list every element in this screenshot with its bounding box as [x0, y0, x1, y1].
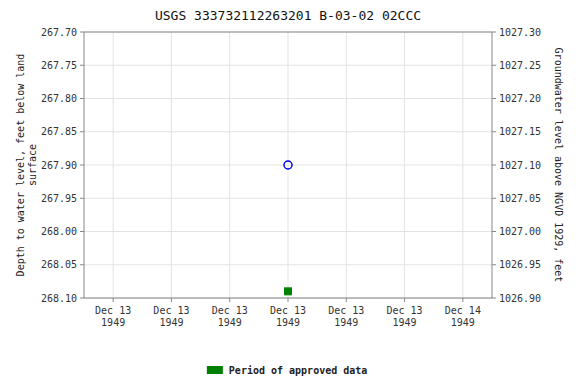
chart: 267.70 267.75 267.80 267.85 267.90 267.95 268.…	[0, 0, 576, 384]
grid-line	[171, 32, 172, 298]
tick	[492, 198, 496, 199]
tick-label-line: 1949	[218, 317, 242, 328]
tick-label: Dec 131949	[328, 305, 364, 328]
tick-label: 267.80	[41, 93, 77, 104]
grid-line	[288, 32, 289, 298]
tick-label-line: Dec 13	[270, 305, 306, 316]
grid-line	[229, 32, 230, 298]
tick	[113, 298, 114, 302]
tick	[80, 32, 84, 33]
tick	[80, 98, 84, 99]
tick-label: 267.90	[41, 160, 77, 171]
tick	[229, 298, 230, 302]
tick	[492, 231, 496, 232]
tick-label: Dec 131949	[212, 305, 248, 328]
tick	[492, 98, 496, 99]
y2-axis-label: Groundwater level above NGVD 1929, feet	[553, 48, 564, 283]
tick	[492, 165, 496, 166]
point	[284, 161, 292, 169]
tick-label-line: Dec 13	[328, 305, 364, 316]
tick	[288, 298, 289, 302]
tick-label-line: Dec 13	[153, 305, 189, 316]
tick-label-line: 1949	[276, 317, 300, 328]
y-axis-label-line: surface	[27, 144, 38, 186]
tick-label: 267.95	[41, 193, 77, 204]
tick-label: 1026.95	[499, 259, 541, 270]
grid-line	[404, 32, 405, 298]
grid-line	[462, 32, 463, 298]
tick-label: 1027.20	[499, 93, 541, 104]
tick-label: 1027.30	[499, 27, 541, 38]
tick-label: 1027.15	[499, 126, 541, 137]
y-axis-label-line: Depth to water level, feet below land	[15, 54, 26, 277]
legend-label: Period of approved data	[229, 365, 367, 376]
y-axis: 267.70 267.75 267.80 267.85 267.90 267.95 268.…	[41, 27, 84, 304]
tick	[171, 298, 172, 302]
tick-label: 1027.00	[499, 226, 541, 237]
tick-label: 267.75	[41, 60, 77, 71]
tick-label: Dec 131949	[387, 305, 423, 328]
legend-swatch	[207, 366, 223, 374]
tick-label: Dec 131949	[95, 305, 131, 328]
point	[285, 288, 292, 295]
tick	[80, 298, 84, 299]
tick-label-line: 1949	[159, 317, 183, 328]
tick	[492, 65, 496, 66]
series	[285, 288, 292, 295]
tick-label: 1027.10	[499, 160, 541, 171]
tick-label: Dec 141949	[445, 305, 481, 328]
series	[284, 161, 292, 169]
tick	[462, 298, 463, 302]
tick-label: 1027.25	[499, 60, 541, 71]
title: USGS 333732112263201 B-03-02 02CCC	[155, 8, 421, 23]
grid-line	[113, 32, 114, 298]
tick	[346, 298, 347, 302]
y-axis-label: Depth to water level, feet below landsur…	[15, 54, 38, 277]
tick-label-line: Dec 13	[387, 305, 423, 316]
tick-label: Dec 131949	[153, 305, 189, 328]
tick	[80, 165, 84, 166]
tick-label: Dec 131949	[270, 305, 306, 328]
plot-frame	[84, 32, 492, 298]
tick-label-line: 1949	[393, 317, 417, 328]
tick	[80, 264, 84, 265]
grid	[84, 32, 492, 298]
tick	[492, 131, 496, 132]
tick-label-line: Dec 13	[95, 305, 131, 316]
tick-label: 268.05	[41, 259, 77, 270]
tick-label: 1027.05	[499, 193, 541, 204]
tick-label-line: 1949	[334, 317, 358, 328]
tick-label: 1026.90	[499, 293, 541, 304]
data-layer	[284, 161, 292, 295]
tick-label: 267.85	[41, 126, 77, 137]
tick-label-line: Dec 14	[445, 305, 481, 316]
tick-label: 268.00	[41, 226, 77, 237]
tick	[80, 231, 84, 232]
tick-label: 268.10	[41, 293, 77, 304]
y2-axis-label-line: Groundwater level above NGVD 1929, feet	[553, 48, 564, 283]
tick	[492, 32, 496, 33]
background	[0, 0, 576, 384]
tick	[80, 198, 84, 199]
tick	[80, 65, 84, 66]
y2-axis: 1027.30 1027.25 1027.20 1027.15 1027.10 1027.…	[492, 27, 541, 304]
tick	[80, 131, 84, 132]
tick	[404, 298, 405, 302]
grid-line	[346, 32, 347, 298]
x-axis: Dec 131949Dec 131949Dec 131949Dec 131949…	[95, 298, 481, 328]
tick	[492, 264, 496, 265]
tick-label-line: 1949	[101, 317, 125, 328]
tick	[492, 298, 496, 299]
tick-label: 267.70	[41, 27, 77, 38]
tick-label-line: 1949	[451, 317, 475, 328]
legend: Period of approved data	[207, 365, 367, 376]
tick-label-line: Dec 13	[212, 305, 248, 316]
